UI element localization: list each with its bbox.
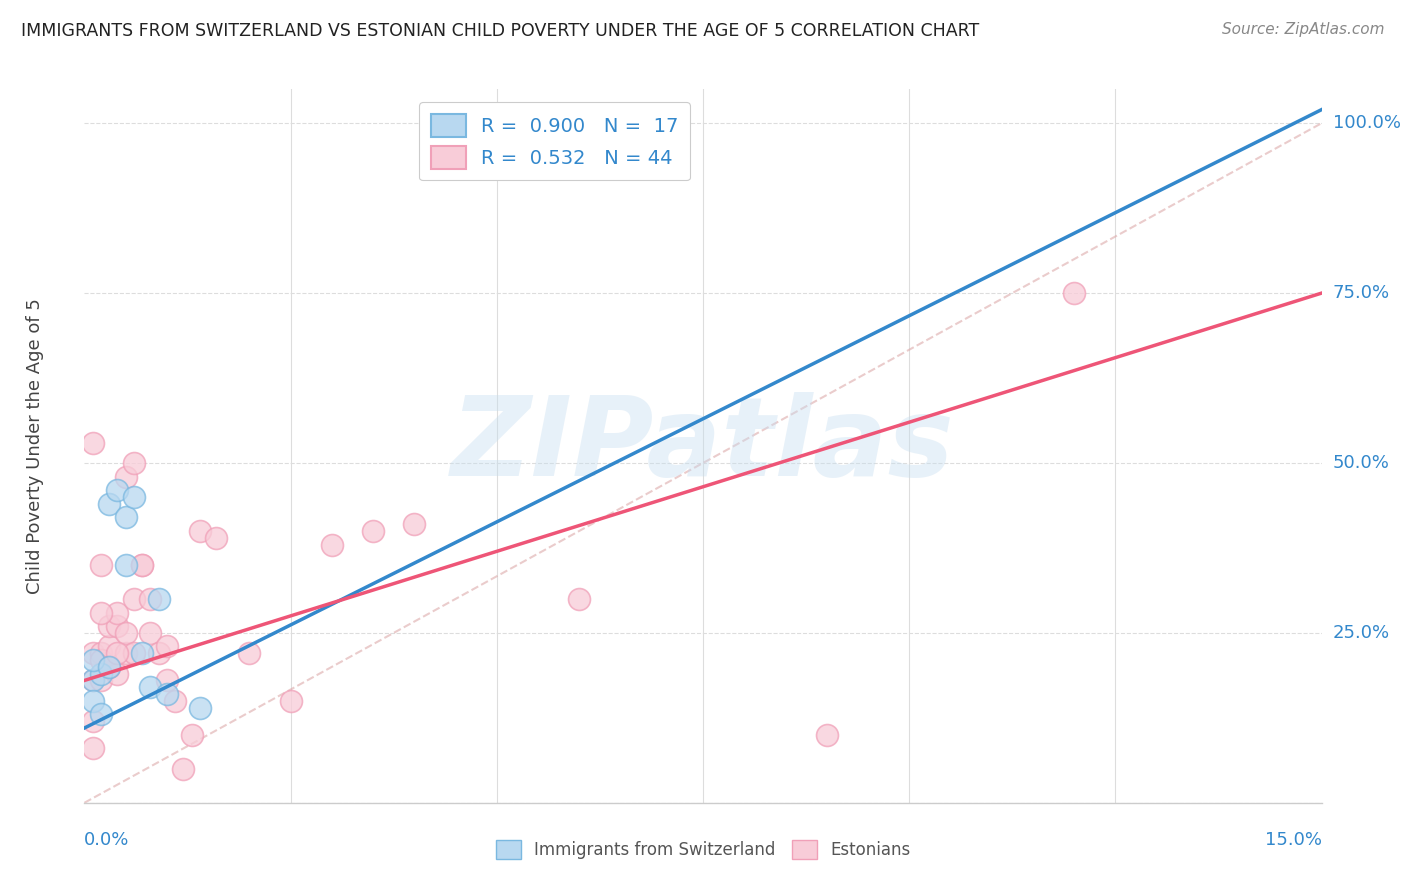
Point xyxy=(90,673,112,688)
Text: 15.0%: 15.0% xyxy=(1264,831,1322,849)
Point xyxy=(139,591,162,606)
Text: Source: ZipAtlas.com: Source: ZipAtlas.com xyxy=(1222,22,1385,37)
Point xyxy=(98,660,121,674)
Point xyxy=(98,660,121,674)
Point xyxy=(148,591,170,606)
Point xyxy=(114,646,136,660)
Point xyxy=(105,619,128,633)
Point xyxy=(156,687,179,701)
Point xyxy=(105,606,128,620)
Text: 50.0%: 50.0% xyxy=(1333,454,1389,472)
Point xyxy=(90,606,112,620)
Point xyxy=(815,728,838,742)
Point xyxy=(82,673,104,688)
Point xyxy=(280,694,302,708)
Text: 25.0%: 25.0% xyxy=(1333,624,1391,642)
Point xyxy=(1063,286,1085,301)
Legend: Immigrants from Switzerland, Estonians: Immigrants from Switzerland, Estonians xyxy=(489,833,917,866)
Point xyxy=(404,517,426,532)
Point xyxy=(90,707,112,722)
Point xyxy=(82,646,104,660)
Point xyxy=(361,524,384,538)
Point xyxy=(90,666,112,681)
Point xyxy=(188,524,211,538)
Text: 75.0%: 75.0% xyxy=(1333,284,1391,302)
Point xyxy=(82,741,104,756)
Point xyxy=(98,619,121,633)
Point xyxy=(131,558,153,572)
Point xyxy=(568,591,591,606)
Point xyxy=(188,700,211,714)
Point xyxy=(165,694,187,708)
Point xyxy=(205,531,228,545)
Text: 0.0%: 0.0% xyxy=(84,831,129,849)
Point xyxy=(139,680,162,694)
Point xyxy=(180,728,202,742)
Point xyxy=(114,558,136,572)
Point xyxy=(82,694,104,708)
Point xyxy=(114,626,136,640)
Point xyxy=(122,490,145,504)
Text: IMMIGRANTS FROM SWITZERLAND VS ESTONIAN CHILD POVERTY UNDER THE AGE OF 5 CORRELA: IMMIGRANTS FROM SWITZERLAND VS ESTONIAN … xyxy=(21,22,980,40)
Text: ZIPatlas: ZIPatlas xyxy=(451,392,955,500)
Point xyxy=(131,646,153,660)
Point xyxy=(98,497,121,511)
Point xyxy=(156,640,179,654)
Point xyxy=(321,537,343,551)
Point xyxy=(98,660,121,674)
Point xyxy=(105,666,128,681)
Point xyxy=(90,558,112,572)
Point xyxy=(98,640,121,654)
Point xyxy=(105,483,128,498)
Point xyxy=(90,653,112,667)
Point xyxy=(114,510,136,524)
Point xyxy=(131,558,153,572)
Point xyxy=(90,646,112,660)
Point xyxy=(82,435,104,450)
Point xyxy=(139,626,162,640)
Point xyxy=(122,646,145,660)
Point xyxy=(148,646,170,660)
Point xyxy=(114,469,136,483)
Point xyxy=(238,646,260,660)
Point xyxy=(122,456,145,470)
Point xyxy=(82,673,104,688)
Point xyxy=(82,714,104,729)
Point xyxy=(105,646,128,660)
Point xyxy=(122,591,145,606)
Point xyxy=(609,129,631,144)
Text: 100.0%: 100.0% xyxy=(1333,114,1400,132)
Text: Child Poverty Under the Age of 5: Child Poverty Under the Age of 5 xyxy=(25,298,44,594)
Point xyxy=(82,653,104,667)
Point xyxy=(156,673,179,688)
Point xyxy=(172,762,194,776)
